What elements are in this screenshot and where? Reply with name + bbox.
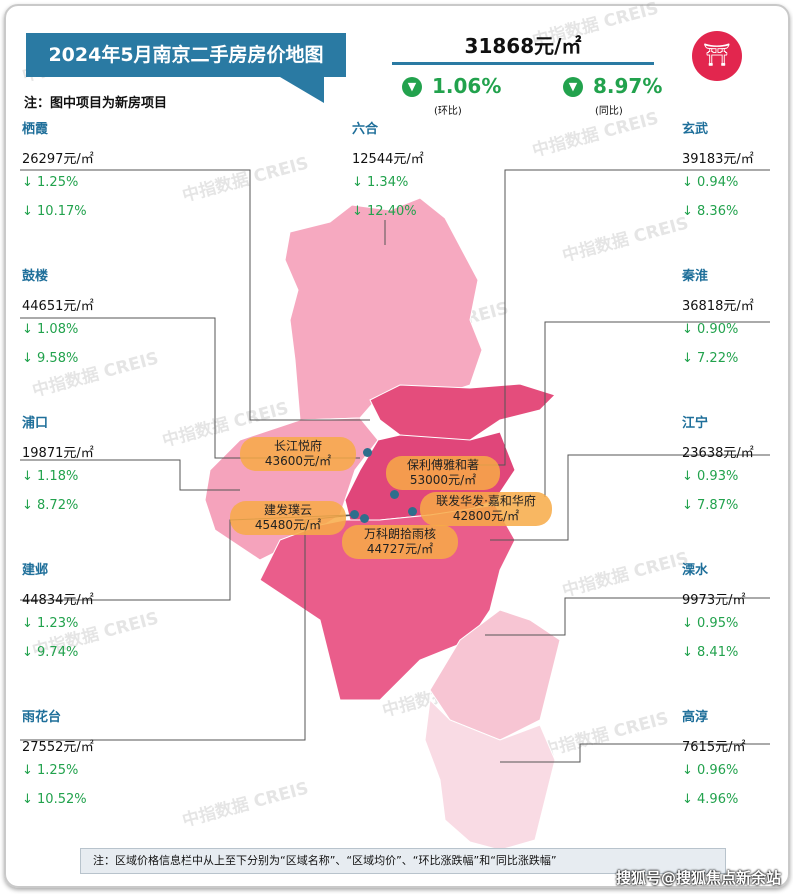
- district-yoy: ↓ 4.96%: [682, 792, 739, 807]
- project-dot: [350, 510, 359, 519]
- district-price: 36818元/㎡: [682, 299, 754, 314]
- region-gaochun: [424, 698, 556, 851]
- city-mom: ▼ 1.06%: [402, 74, 501, 98]
- down-triangle-icon: ▼: [402, 77, 422, 97]
- district-name: 秦淮: [682, 269, 709, 284]
- district-yoy: ↓ 7.22%: [682, 351, 739, 366]
- region-qixia: [369, 383, 556, 441]
- district-price: 19871元/㎡: [22, 446, 94, 461]
- district-mom: ↓ 1.25%: [22, 175, 79, 190]
- title-tail: [280, 77, 324, 103]
- project-dot: [360, 514, 369, 523]
- district-yoy: ↓ 9.74%: [22, 645, 79, 660]
- district-info: 建邺 44834元/㎡ ↓ 1.23% ↓ 9.74%: [22, 559, 94, 674]
- mom-value: 1.06%: [432, 74, 502, 98]
- district-yoy: ↓ 8.41%: [682, 645, 739, 660]
- footer-note: 注：区域价格信息栏中从上至下分别为“区域名称”、“区域均价”、“环比涨跌幅”和“…: [80, 848, 726, 874]
- mom-label: (环比): [434, 106, 462, 117]
- district-price: 44834元/㎡: [22, 593, 94, 608]
- page-title: 2024年5月南京二手房房价地图: [26, 33, 346, 77]
- district-yoy: ↓ 9.58%: [22, 351, 79, 366]
- district-info: 溧水 9973元/㎡ ↓ 0.95% ↓ 8.41%: [682, 559, 745, 674]
- pagoda-icon: ⛩: [692, 31, 742, 81]
- divider: [392, 62, 654, 65]
- district-yoy: ↓ 8.36%: [682, 204, 739, 219]
- project-price: 42800元/㎡: [452, 509, 520, 523]
- project-dot: [390, 490, 399, 499]
- district-name: 玄武: [682, 122, 709, 137]
- district-yoy: ↓ 8.72%: [22, 498, 79, 513]
- district-price: 9973元/㎡: [682, 593, 746, 608]
- district-name: 浦口: [22, 416, 49, 431]
- yoy-value: 8.97%: [593, 74, 663, 98]
- district-name: 建邺: [22, 563, 49, 578]
- district-yoy: ↓ 7.87%: [682, 498, 739, 513]
- district-price: 23638元/㎡: [682, 446, 754, 461]
- district-name: 鼓楼: [22, 269, 49, 284]
- district-price: 44651元/㎡: [22, 299, 94, 314]
- district-name: 高淳: [682, 710, 709, 725]
- project-label: 万科朗拾雨核 44727元/㎡: [342, 525, 458, 559]
- project-name: 保利傅雅和著: [406, 458, 479, 472]
- district-mom: ↓ 1.08%: [22, 322, 79, 337]
- project-price: 53000元/㎡: [409, 473, 477, 487]
- project-price: 45480元/㎡: [254, 518, 322, 532]
- district-info: 鼓楼 44651元/㎡ ↓ 1.08% ↓ 9.58%: [22, 265, 94, 380]
- region-lishui: [429, 609, 561, 741]
- district-mom: ↓ 1.18%: [22, 469, 79, 484]
- source-watermark: 搜狐号@搜狐焦点新余站: [615, 869, 781, 887]
- project-label: 长江悦府 43600元/㎡: [240, 437, 356, 471]
- leader-lines: [20, 169, 770, 763]
- district-price: 12544元/㎡: [352, 152, 424, 167]
- yoy-label: (同比): [595, 106, 623, 117]
- project-label: 联发华发·嘉和华府 42800元/㎡: [420, 492, 552, 526]
- district-name: 栖霞: [22, 122, 49, 137]
- region-liuhe: [284, 197, 483, 421]
- district-info: 秦淮 36818元/㎡ ↓ 0.90% ↓ 7.22%: [682, 265, 754, 380]
- project-dot: [408, 507, 417, 516]
- district-price: 27552元/㎡: [22, 740, 94, 755]
- district-info: 高淳 7615元/㎡ ↓ 0.96% ↓ 4.96%: [682, 706, 745, 821]
- district-info: 江宁 23638元/㎡ ↓ 0.93% ↓ 7.87%: [682, 412, 754, 527]
- project-price: 43600元/㎡: [264, 454, 332, 468]
- district-mom: ↓ 0.93%: [682, 469, 739, 484]
- district-mom: ↓ 1.25%: [22, 763, 79, 778]
- district-price: 26297元/㎡: [22, 152, 94, 167]
- district-name: 溧水: [682, 563, 709, 578]
- district-mom: ↓ 1.34%: [352, 175, 409, 190]
- district-yoy: ↓ 12.40%: [352, 204, 417, 219]
- project-label: 建发璞云 45480元/㎡: [230, 501, 346, 535]
- district-price: 7615元/㎡: [682, 740, 746, 755]
- district-name: 六合: [352, 122, 379, 137]
- district-price: 39183元/㎡: [682, 152, 754, 167]
- district-mom: ↓ 0.96%: [682, 763, 739, 778]
- district-info: 栖霞 26297元/㎡ ↓ 1.25% ↓ 10.17%: [22, 118, 94, 233]
- district-mom: ↓ 0.95%: [682, 616, 739, 631]
- city-avg-price: 31868元/㎡: [464, 34, 582, 58]
- city-yoy: ▼ 8.97%: [563, 74, 662, 98]
- project-name: 长江悦府: [273, 439, 322, 453]
- frame: [4, 4, 790, 888]
- district-name: 雨花台: [22, 710, 62, 725]
- district-mom: ↓ 0.90%: [682, 322, 739, 337]
- down-triangle-icon: ▼: [563, 77, 583, 97]
- district-mom: ↓ 1.23%: [22, 616, 79, 631]
- project-name: 联发华发·嘉和华府: [436, 494, 536, 508]
- district-mom: ↓ 0.94%: [682, 175, 739, 190]
- note: 注：图中项目为新房项目: [24, 96, 168, 111]
- project-dot: [363, 448, 372, 457]
- project-label: 保利傅雅和著 53000元/㎡: [386, 456, 500, 490]
- district-info: 六合 12544元/㎡ ↓ 1.34% ↓ 12.40%: [352, 118, 424, 233]
- district-yoy: ↓ 10.17%: [22, 204, 87, 219]
- project-name: 万科朗拾雨核: [363, 527, 436, 541]
- project-name: 建发璞云: [263, 503, 312, 517]
- project-price: 44727元/㎡: [366, 542, 434, 556]
- district-info: 玄武 39183元/㎡ ↓ 0.94% ↓ 8.36%: [682, 118, 754, 233]
- district-info: 雨花台 27552元/㎡ ↓ 1.25% ↓ 10.52%: [22, 706, 94, 821]
- district-name: 江宁: [682, 416, 709, 431]
- district-yoy: ↓ 10.52%: [22, 792, 87, 807]
- district-info: 浦口 19871元/㎡ ↓ 1.18% ↓ 8.72%: [22, 412, 94, 527]
